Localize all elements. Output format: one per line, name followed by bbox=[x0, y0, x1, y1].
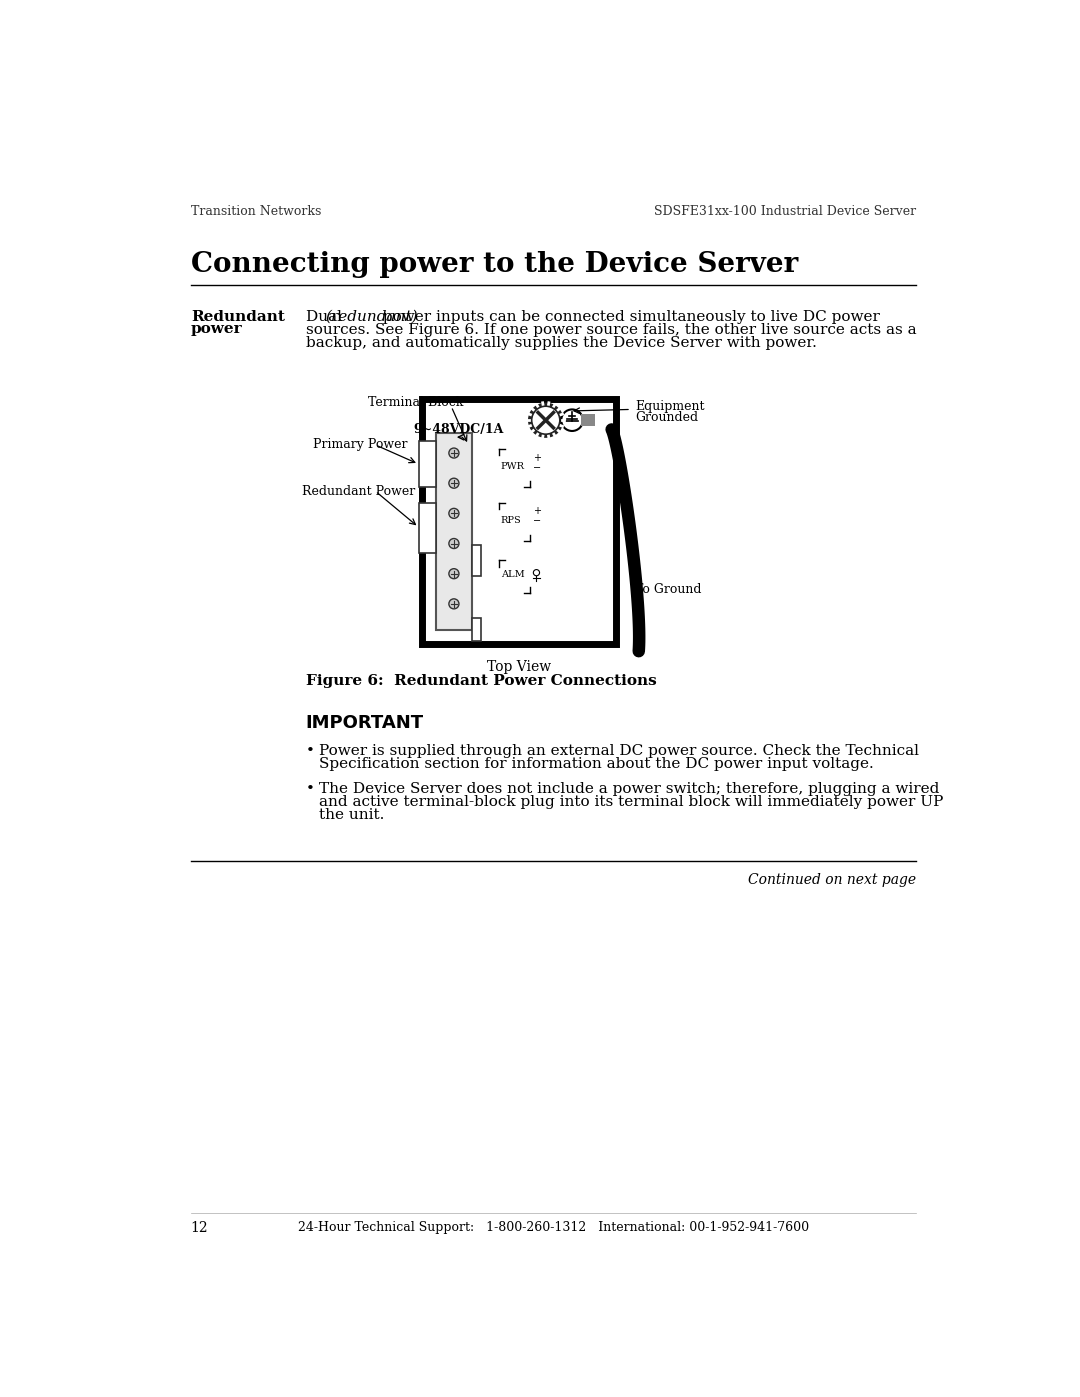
Text: sources. See Figure 6. If one power source fails, the other live source acts as : sources. See Figure 6. If one power sour… bbox=[306, 323, 916, 337]
Text: •: • bbox=[306, 743, 314, 757]
Text: •: • bbox=[306, 782, 314, 796]
Text: ALM: ALM bbox=[501, 570, 525, 580]
Text: Grounded: Grounded bbox=[635, 411, 698, 423]
Bar bbox=[419, 441, 435, 488]
Text: IMPORTANT: IMPORTANT bbox=[306, 714, 423, 732]
Circle shape bbox=[534, 570, 540, 576]
Text: −: − bbox=[532, 462, 541, 472]
Text: power: power bbox=[191, 321, 242, 335]
Text: 12: 12 bbox=[191, 1221, 208, 1235]
Circle shape bbox=[449, 448, 459, 458]
Text: 9~48VDC/1A: 9~48VDC/1A bbox=[414, 423, 504, 436]
Text: Figure 6:  Redundant Power Connections: Figure 6: Redundant Power Connections bbox=[306, 675, 657, 689]
Text: Redundant: Redundant bbox=[191, 310, 285, 324]
Text: the unit.: the unit. bbox=[320, 809, 384, 823]
Text: (redundant): (redundant) bbox=[326, 310, 418, 324]
Text: +: + bbox=[532, 507, 541, 517]
Circle shape bbox=[562, 409, 583, 432]
Text: +: + bbox=[532, 453, 541, 462]
Text: Continued on next page: Continued on next page bbox=[748, 873, 916, 887]
Bar bbox=[435, 433, 472, 630]
Text: Equipment: Equipment bbox=[635, 400, 704, 414]
Text: Top View: Top View bbox=[487, 661, 551, 675]
Text: Connecting power to the Device Server: Connecting power to the Device Server bbox=[191, 251, 798, 278]
Text: and active terminal-block plug into its terminal block will immediately power UP: and active terminal-block plug into its … bbox=[320, 795, 944, 809]
Text: Dual: Dual bbox=[306, 310, 347, 324]
Circle shape bbox=[531, 407, 559, 434]
Circle shape bbox=[449, 569, 459, 578]
Text: power inputs can be connected simultaneously to live DC power: power inputs can be connected simultaneo… bbox=[378, 310, 880, 324]
Text: Primary Power: Primary Power bbox=[313, 439, 408, 451]
Text: −: − bbox=[532, 517, 541, 527]
Text: Specification section for information about the DC power input voltage.: Specification section for information ab… bbox=[320, 757, 874, 771]
Text: Power is supplied through an external DC power source. Check the Technical: Power is supplied through an external DC… bbox=[320, 743, 919, 757]
Text: PWR: PWR bbox=[501, 462, 525, 471]
Text: backup, and automatically supplies the Device Server with power.: backup, and automatically supplies the D… bbox=[306, 337, 816, 351]
Bar bbox=[422, 398, 616, 644]
Circle shape bbox=[449, 599, 459, 609]
Text: Transition Networks: Transition Networks bbox=[191, 204, 321, 218]
Text: 24-Hour Technical Support:   1-800-260-1312   International: 00-1-952-941-7600: 24-Hour Technical Support: 1-800-260-131… bbox=[298, 1221, 809, 1234]
Text: Redundant Power: Redundant Power bbox=[301, 485, 415, 497]
Bar bbox=[472, 545, 482, 576]
Circle shape bbox=[449, 509, 459, 518]
Circle shape bbox=[449, 478, 459, 488]
Text: SDSFE31xx-100 Industrial Device Server: SDSFE31xx-100 Industrial Device Server bbox=[654, 204, 916, 218]
Circle shape bbox=[449, 538, 459, 549]
Text: RPS: RPS bbox=[501, 515, 522, 525]
Polygon shape bbox=[529, 404, 563, 437]
Text: Terminal Block: Terminal Block bbox=[367, 395, 463, 408]
Text: To Ground: To Ground bbox=[635, 584, 701, 597]
Bar bbox=[419, 503, 435, 553]
Text: The Device Server does not include a power switch; therefore, plugging a wired: The Device Server does not include a pow… bbox=[320, 782, 940, 796]
Bar bbox=[581, 414, 595, 426]
Bar bbox=[472, 617, 482, 641]
